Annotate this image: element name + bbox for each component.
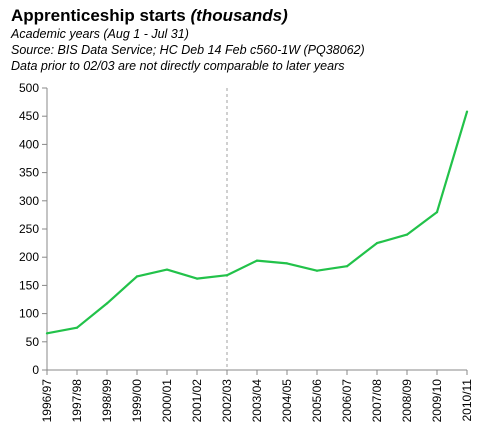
chart-axes	[42, 87, 468, 375]
y-tick-labels: 0 50 100 150 200 250 300 350 400 450 500	[19, 81, 39, 377]
x-tick-label: 2003/04	[250, 379, 264, 423]
data-point	[75, 326, 79, 329]
chart-title: Apprenticeship starts (thousands)	[11, 6, 288, 26]
x-tick-label: 2004/05	[280, 379, 294, 423]
y-tick-label: 250	[19, 222, 39, 236]
chart-title-main: Apprenticeship starts	[11, 6, 186, 25]
data-point	[405, 233, 409, 236]
x-tick-label: 1998/99	[100, 379, 114, 423]
y-tick-label: 50	[26, 335, 40, 349]
data-point	[315, 269, 319, 272]
x-tick-label: 1997/98	[70, 379, 84, 423]
x-tick-label: 1996/97	[40, 379, 54, 423]
subtitle-period: Academic years (Aug 1 - Jul 31)	[11, 27, 189, 41]
y-tick-label: 400	[19, 137, 39, 151]
y-tick-label: 150	[19, 278, 39, 292]
x-tick-label: 1999/00	[130, 379, 144, 423]
data-point	[105, 302, 109, 305]
y-tick-label: 500	[19, 81, 39, 95]
x-tick-label: 2006/07	[340, 379, 354, 423]
data-point	[285, 262, 289, 265]
data-point	[255, 259, 259, 262]
x-tick-label: 2001/02	[190, 379, 204, 423]
y-tick-label: 200	[19, 250, 39, 264]
subtitle-comparability-note: Data prior to 02/03 are not directly com…	[11, 59, 345, 73]
data-point	[465, 110, 469, 113]
data-point	[345, 265, 349, 268]
data-point	[435, 211, 439, 214]
data-point	[225, 274, 229, 277]
series-layer	[45, 110, 469, 335]
x-tick-label: 2010/11	[460, 379, 474, 422]
y-tick-label: 350	[19, 166, 39, 180]
x-tick-label: 2000/01	[160, 379, 174, 423]
x-tick-labels: 1996/97 1997/98 1998/99 1999/00 2000/01 2001/…	[40, 379, 474, 423]
series-line	[45, 110, 469, 335]
x-tick-label: 2008/09	[400, 379, 414, 423]
data-point	[195, 277, 199, 280]
data-point	[135, 275, 139, 278]
subtitle-source: Source: BIS Data Service; HC Deb 14 Feb …	[11, 43, 365, 57]
x-tick-label: 2007/08	[370, 379, 384, 423]
y-tick-label: 100	[19, 307, 39, 321]
data-point	[165, 268, 169, 271]
data-point	[375, 242, 379, 245]
x-tick-label: 2005/06	[310, 379, 324, 423]
y-tick-label: 450	[19, 109, 39, 123]
x-tick-label: 2002/03	[220, 379, 234, 423]
y-tick-label: 300	[19, 194, 39, 208]
data-point	[45, 332, 49, 335]
x-tick-label: 2009/10	[430, 379, 444, 423]
y-tick-label: 0	[32, 363, 39, 377]
chart-title-unit: (thousands)	[190, 6, 288, 25]
